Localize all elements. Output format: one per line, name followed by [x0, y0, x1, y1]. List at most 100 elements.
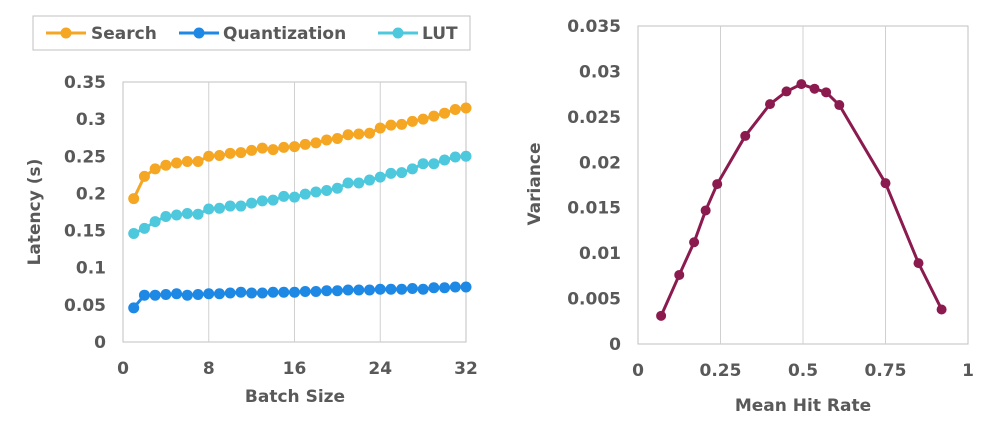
variance-chart: 0 0.25 0.5 0.75 1 0 0.005 0.01 0.015 0.02 0.025 0.…	[525, 17, 974, 416]
variance-y-axis-title: Variance	[525, 142, 545, 225]
latency-gridlines	[208, 82, 381, 342]
latency-point-search	[299, 138, 311, 150]
latency-point-search	[331, 132, 343, 144]
latency-point-search	[171, 157, 183, 169]
latency-point-lut	[374, 171, 386, 183]
latency-y-tick-label: 0.05	[64, 296, 106, 316]
latency-point-quantization	[181, 289, 193, 301]
latency-point-quantization	[428, 282, 440, 294]
variance-y-tick-label: 0.005	[567, 290, 621, 310]
latency-point-lut	[396, 167, 408, 179]
latency-point-quantization	[406, 283, 418, 295]
latency-point-lut	[353, 177, 365, 189]
variance-point-variance	[913, 258, 924, 269]
latency-point-search	[396, 118, 408, 130]
latency-point-search	[460, 102, 472, 114]
latency-y-axis-title: Latency (s)	[25, 159, 45, 266]
variance-point-variance	[821, 87, 832, 98]
latency-point-search	[192, 155, 204, 167]
legend-label-lut: LUT	[422, 24, 458, 44]
latency-point-quantization	[203, 288, 215, 300]
latency-point-search	[278, 141, 290, 153]
latency-point-search	[449, 103, 461, 115]
legend-marker-quantization	[193, 27, 205, 39]
latency-point-lut	[417, 158, 429, 170]
latency-point-quantization	[353, 284, 365, 296]
latency-point-quantization	[246, 287, 258, 299]
latency-point-search	[267, 144, 279, 156]
latency-point-search	[149, 163, 161, 175]
latency-point-search	[428, 110, 440, 122]
latency-point-quantization	[192, 288, 204, 300]
latency-point-lut	[203, 203, 215, 215]
latency-point-search	[128, 193, 140, 205]
latency-point-quantization	[374, 283, 386, 295]
variance-point-variance	[936, 304, 947, 315]
latency-point-search	[224, 147, 236, 159]
latency-point-quantization	[364, 284, 376, 296]
latency-point-search	[364, 127, 376, 139]
variance-point-variance	[712, 179, 723, 190]
latency-point-quantization	[299, 285, 311, 297]
latency-point-lut	[246, 197, 258, 209]
variance-point-variance	[700, 205, 711, 216]
latency-point-search	[213, 150, 225, 162]
latency-point-quantization	[171, 288, 183, 300]
latency-point-lut	[235, 200, 247, 212]
latency-point-lut	[171, 209, 183, 221]
latency-point-lut	[256, 195, 268, 207]
latency-point-search	[406, 115, 418, 127]
latency-point-search	[235, 147, 247, 159]
variance-y-tick-label: 0.03	[579, 62, 621, 82]
latency-point-quantization	[439, 282, 451, 294]
variance-x-axis-title: Mean Hit Rate	[735, 396, 871, 416]
latency-point-quantization	[235, 286, 247, 298]
latency-point-quantization	[449, 281, 461, 293]
latency-point-lut	[289, 191, 300, 203]
legend-item-lut: LUT	[378, 24, 458, 44]
latency-point-lut	[192, 208, 204, 220]
latency-point-quantization	[396, 283, 408, 295]
latency-point-quantization	[149, 289, 161, 301]
variance-point-variance	[689, 237, 700, 248]
variance-y-ticks: 0 0.005 0.01 0.015 0.02 0.025 0.03 0.035	[567, 17, 621, 355]
latency-y-tick-label: 0.3	[76, 110, 106, 130]
latency-point-lut	[149, 216, 161, 228]
latency-point-lut	[385, 167, 397, 179]
latency-point-lut	[128, 228, 140, 240]
variance-x-tick-label: 0	[632, 361, 644, 381]
latency-y-tick-label: 0	[94, 333, 106, 353]
latency-point-lut	[160, 210, 172, 222]
latency-point-lut	[428, 158, 440, 170]
legend: Search Quantization LUT	[32, 15, 471, 51]
latency-point-quantization	[256, 287, 268, 299]
latency-point-quantization	[289, 286, 300, 298]
latency-point-lut	[406, 163, 418, 175]
latency-x-axis-title: Batch Size	[245, 387, 345, 407]
variance-y-tick-label: 0.025	[567, 108, 621, 128]
latency-point-quantization	[224, 287, 236, 299]
latency-point-search	[374, 122, 386, 134]
variance-point-variance	[781, 86, 792, 97]
variance-point-variance	[656, 310, 667, 321]
latency-point-quantization	[138, 289, 150, 301]
latency-y-tick-label: 0.1	[76, 259, 106, 279]
latency-point-lut	[342, 177, 354, 189]
latency-point-search	[439, 107, 451, 119]
variance-y-tick-label: 0.035	[567, 17, 621, 37]
latency-chart: 0 8 16 24 32 0 0.05 0.1 0.15 0.2 0.25 0.3 0.35 Batc…	[25, 15, 478, 407]
variance-line-variance	[659, 82, 943, 317]
latency-point-lut	[299, 188, 311, 200]
variance-point-variance	[765, 99, 775, 110]
legend-item-quantization: Quantization	[179, 24, 346, 44]
latency-point-lut	[460, 150, 472, 162]
latency-x-tick-label: 0	[117, 359, 129, 379]
latency-y-tick-label: 0.25	[64, 147, 106, 167]
variance-gridlines	[720, 26, 886, 344]
latency-point-quantization	[128, 302, 140, 314]
latency-point-quantization	[267, 286, 279, 298]
variance-series	[656, 79, 947, 321]
variance-x-tick-label: 0.25	[700, 361, 742, 381]
variance-point-variance	[880, 178, 891, 189]
latency-x-tick-label: 16	[283, 359, 307, 379]
